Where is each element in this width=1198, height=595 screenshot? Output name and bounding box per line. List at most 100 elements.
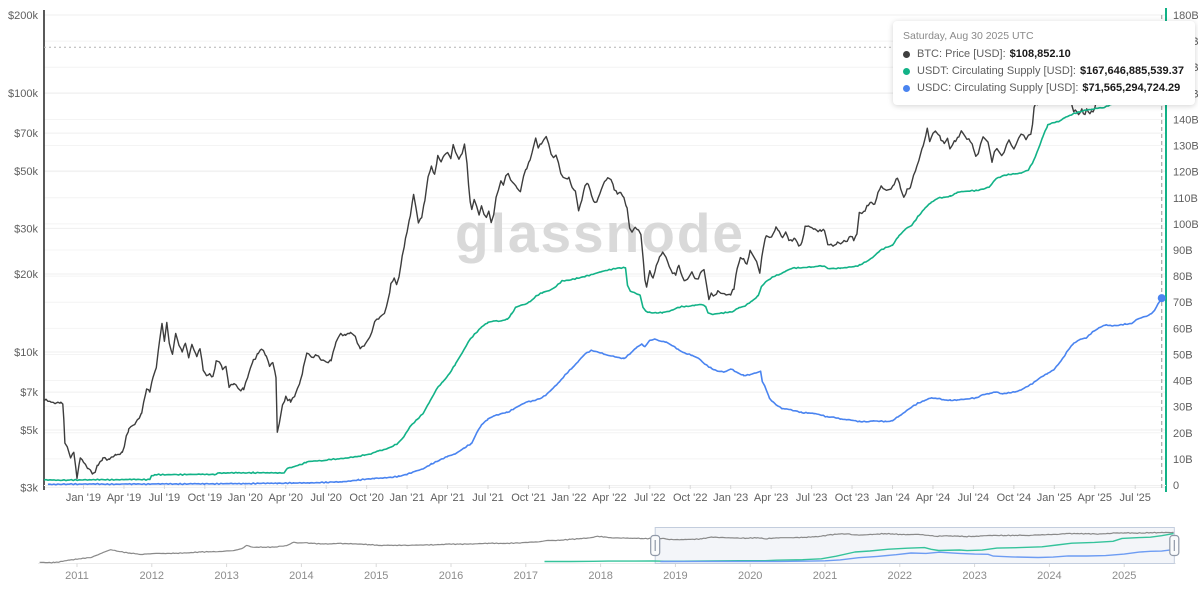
x-axis-tick-label: Oct '20 xyxy=(349,492,384,504)
usdc-supply-last-dot xyxy=(1157,294,1166,303)
chart-tooltip: Saturday, Aug 30 2025 UTC BTC: Price [US… xyxy=(893,21,1195,106)
left-axis-tick-label: $5k xyxy=(20,425,38,437)
x-axis-tick-label: Jul '25 xyxy=(1119,492,1150,504)
right-axis-tick-label: 30B xyxy=(1173,402,1193,414)
right-axis-tick-label: 130B xyxy=(1173,141,1198,153)
tooltip-date: Saturday, Aug 30 2025 UTC xyxy=(903,30,1034,42)
left-axis-tick-label: $50k xyxy=(14,166,38,178)
axis-labels: $200k $100k $70k $50k $30k $20k $10k $7k $5k $3k 1… xyxy=(8,10,1198,504)
x-axis-tick-label: Apr '23 xyxy=(754,492,789,504)
tooltip-value-usdc: $71,565,294,724.29 xyxy=(1082,82,1181,95)
navigator-year-label: 2016 xyxy=(439,570,463,582)
x-axis-tick-label: Jan '22 xyxy=(551,492,586,504)
navigator-year-label: 2014 xyxy=(289,570,313,582)
left-axis-tick-label: $10k xyxy=(14,347,38,359)
x-axis-tick-label: Jul '24 xyxy=(958,492,989,504)
x-axis-tick-label: Jan '25 xyxy=(1037,492,1072,504)
x-axis-tick-label: Jan '21 xyxy=(390,492,425,504)
right-axis-tick-label: 110B xyxy=(1173,193,1198,205)
btc-price-line xyxy=(43,71,1163,480)
right-axis-tick-label: 50B xyxy=(1173,349,1193,361)
x-axis-tick-label: Oct '22 xyxy=(673,492,708,504)
right-axis-tick-label: 70B xyxy=(1173,297,1193,309)
usdc-legend-dot xyxy=(903,85,910,93)
tooltip-label-btc: BTC: Price [USD]: xyxy=(917,48,1006,61)
navigator-year-labels: 2011 2012 2013 2014 2015 2016 2017 2018 2019 2020… xyxy=(65,570,1136,582)
right-axis-tick-label: 0 xyxy=(1173,480,1179,492)
x-axis-tick-label: Apr '24 xyxy=(916,492,951,504)
btc-legend-dot xyxy=(903,51,910,59)
right-axis-tick-label: 140B xyxy=(1173,114,1198,126)
x-axis-tick-label: Apr '21 xyxy=(430,492,465,504)
nav-usdc-line xyxy=(660,548,1174,563)
left-axis-tick-label: $30k xyxy=(14,223,38,235)
navigator-year-label: 2013 xyxy=(214,570,238,582)
glassnode-watermark: glassnode xyxy=(455,202,745,264)
right-axis-tick-label: 100B xyxy=(1173,219,1198,231)
nav-btc-line xyxy=(39,531,1174,564)
tooltip-label-usdt: USDT: Circulating Supply [USD]: xyxy=(917,65,1076,78)
x-axis-tick-label: Apr '20 xyxy=(268,492,303,504)
navigator-chart[interactable]: 2011 2012 2013 2014 2015 2016 2017 2018 2019 2020… xyxy=(0,512,1198,595)
x-axis-tick-label: Jul '20 xyxy=(310,492,341,504)
usdt-supply-line xyxy=(43,46,1163,482)
navigator-year-label: 2021 xyxy=(813,570,837,582)
right-axis-tick-label: 90B xyxy=(1173,245,1193,257)
tooltip-label-usdc: USDC: Circulating Supply [USD]: xyxy=(917,82,1079,95)
tooltip-row-usdc: USDC: Circulating Supply [USD]: $71,565,… xyxy=(903,80,1184,97)
x-axis-tick-label: Apr '22 xyxy=(592,492,627,504)
main-price-chart[interactable]: glassnode $200k $100k $70k $50k $30k $20k $10k… xyxy=(0,0,1198,512)
navigator-year-label: 2015 xyxy=(364,570,388,582)
tooltip-value-usdt: $167,646,885,539.37 xyxy=(1079,65,1184,78)
x-axis-tick-label: Jan '23 xyxy=(713,492,748,504)
x-axis-tick-label: Apr '19 xyxy=(107,492,142,504)
x-axis-tick-label: Jan '19 xyxy=(66,492,101,504)
navigator-year-label: 2022 xyxy=(888,570,912,582)
left-axis-tick-label: $100k xyxy=(8,88,38,100)
navigator-year-label: 2020 xyxy=(738,570,762,582)
x-axis-tick-label: Jul '21 xyxy=(472,492,503,504)
x-axis-tick-label: Jul '19 xyxy=(149,492,180,504)
usdt-legend-dot xyxy=(903,68,910,76)
right-axis-tick-label: 20B xyxy=(1173,428,1193,440)
navigator-year-label: 2018 xyxy=(588,570,612,582)
tooltip-row-btc: BTC: Price [USD]: $108,852.10 xyxy=(903,46,1184,63)
navigator-year-label: 2024 xyxy=(1037,570,1061,582)
x-axis-tick-label: Oct '24 xyxy=(997,492,1032,504)
navigator-baseline xyxy=(38,563,1176,567)
navigator-series-lines xyxy=(39,531,1174,564)
x-axis-tick-label: Jul '22 xyxy=(634,492,665,504)
tooltip-value-btc: $108,852.10 xyxy=(1009,48,1071,61)
x-axis-tick-label: Apr '25 xyxy=(1077,492,1112,504)
navigator-year-label: 2017 xyxy=(514,570,538,582)
series-lines xyxy=(43,46,1163,486)
navigator-year-label: 2025 xyxy=(1112,570,1136,582)
right-axis-tick-label: 180B xyxy=(1173,10,1198,22)
x-axis-tick-label: Oct '23 xyxy=(835,492,870,504)
right-axis-tick-label: 40B xyxy=(1173,376,1193,388)
x-axis-tick-label: Jul '23 xyxy=(796,492,827,504)
left-axis-tick-label: $200k xyxy=(8,10,38,22)
tooltip-row-usdt: USDT: Circulating Supply [USD]: $167,646… xyxy=(903,63,1184,80)
left-axis-tick-label: $7k xyxy=(20,387,38,399)
left-axis-tick-label: $20k xyxy=(14,269,38,281)
right-axis-tick-label: 10B xyxy=(1173,454,1193,466)
x-axis-tick-label: Jan '20 xyxy=(228,492,263,504)
x-axis-tick-label: Oct '19 xyxy=(188,492,223,504)
navigator-year-label: 2011 xyxy=(65,570,89,582)
usdc-supply-line xyxy=(47,297,1163,486)
brush-selected-region[interactable] xyxy=(654,527,1175,564)
right-axis-tick-label: 60B xyxy=(1173,323,1193,335)
left-axis-tick-label: $70k xyxy=(14,128,38,140)
navigator-year-label: 2012 xyxy=(140,570,164,582)
navigator-brush[interactable] xyxy=(654,527,1175,564)
x-axis-tick-label: Oct '21 xyxy=(511,492,546,504)
x-axis-tick-label: Jan '24 xyxy=(875,492,910,504)
right-axis-tick-label: 80B xyxy=(1173,271,1193,283)
navigator-year-label: 2019 xyxy=(663,570,687,582)
navigator-year-label: 2023 xyxy=(962,570,986,582)
navigator-brush-handles[interactable] xyxy=(650,534,1180,557)
left-axis-tick-label: $3k xyxy=(20,482,38,494)
right-axis-tick-label: 120B xyxy=(1173,167,1198,179)
